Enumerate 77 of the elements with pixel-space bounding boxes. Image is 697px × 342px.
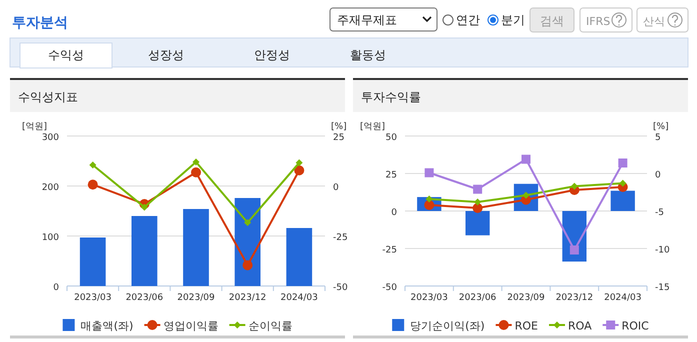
bar [610,190,635,211]
x-tick-label: 2024/03 [280,293,318,303]
text: 분기 [501,13,525,27]
bar [80,238,106,286]
y-tick-label: 200 [42,183,60,193]
point [619,180,626,187]
point [244,219,252,226]
text: 투자분석 [12,15,68,31]
text: 활동성 [350,48,386,62]
point [294,165,304,176]
x-tick-label: 2023/12 [228,293,266,303]
y2-tick-label: 0 [333,183,339,193]
point [424,168,434,178]
point [570,246,579,254]
x-tick-label: 2023/03 [74,293,112,303]
legend-label: 당기순이익(좌) [410,320,485,332]
legend-label: 매출액(좌) [80,320,134,332]
y-axis-title: [억원] [360,122,386,132]
text: 수익성 [48,48,84,62]
x-tick-label: 2023/09 [177,293,215,303]
y-tick-label: 300 [42,133,60,143]
y2-tick-label: -15 [655,283,670,293]
y-tick-label: 100 [42,233,60,243]
y-tick-label: 0 [53,283,60,293]
text: 주재무제표 [337,13,397,27]
y-tick-label: -50 [382,283,398,293]
point [88,180,98,190]
point [474,198,482,206]
y2-tick-label: -5 [655,208,664,218]
legend-label: 영업이익률 [163,320,218,332]
x-tick-label: 2023/09 [507,293,545,303]
point [191,167,201,178]
legend-label: ROIC [622,320,650,332]
point [242,260,253,270]
y2-tick-label: -50 [333,283,348,293]
y-tick-label: -25 [382,246,397,256]
point [472,203,483,213]
y-axis-title: [억원] [22,122,48,132]
point [140,204,148,211]
point [89,162,96,168]
text: 연간 [456,13,480,27]
point [570,182,578,190]
point [473,184,482,194]
y2-tick-label: -25 [333,233,348,243]
y2-tick-label: 0 [655,170,661,180]
point [296,159,303,166]
x-tick-label: 2023/06 [126,293,164,303]
bar [132,216,158,286]
bar [286,228,312,286]
point [426,196,433,202]
bar [466,211,490,236]
legend-label: 순이익률 [248,320,292,332]
text: 성장성 [148,48,184,62]
legend-label: ROA [568,320,592,332]
text: 산식 [643,15,665,28]
y-tick-label: 25 [386,170,397,180]
bar [183,209,209,286]
point [522,154,530,164]
chart-title: 투자수익률 [361,90,421,104]
y2-tick-label: 25 [333,133,344,143]
y2-tick-label: -10 [655,246,670,256]
chart-title: 수익성지표 [18,90,78,104]
y2-axis-title: [%] [331,122,347,132]
x-tick-label: 2023/03 [410,293,448,303]
point [192,158,200,166]
x-tick-label: 2023/12 [556,293,594,303]
y-tick-label: 0 [391,208,398,218]
point [618,158,628,168]
y2-tick-label: 5 [655,133,661,143]
text: IFRS [586,15,610,28]
x-tick-label: 2024/03 [604,293,642,303]
legend-label: ROE [514,320,538,332]
text: 안정성 [254,48,290,62]
y-tick-label: 50 [386,133,398,143]
x-tick-label: 2023/06 [458,293,497,303]
y2-axis-title: [%] [653,122,669,132]
text: 검색 [540,14,564,28]
